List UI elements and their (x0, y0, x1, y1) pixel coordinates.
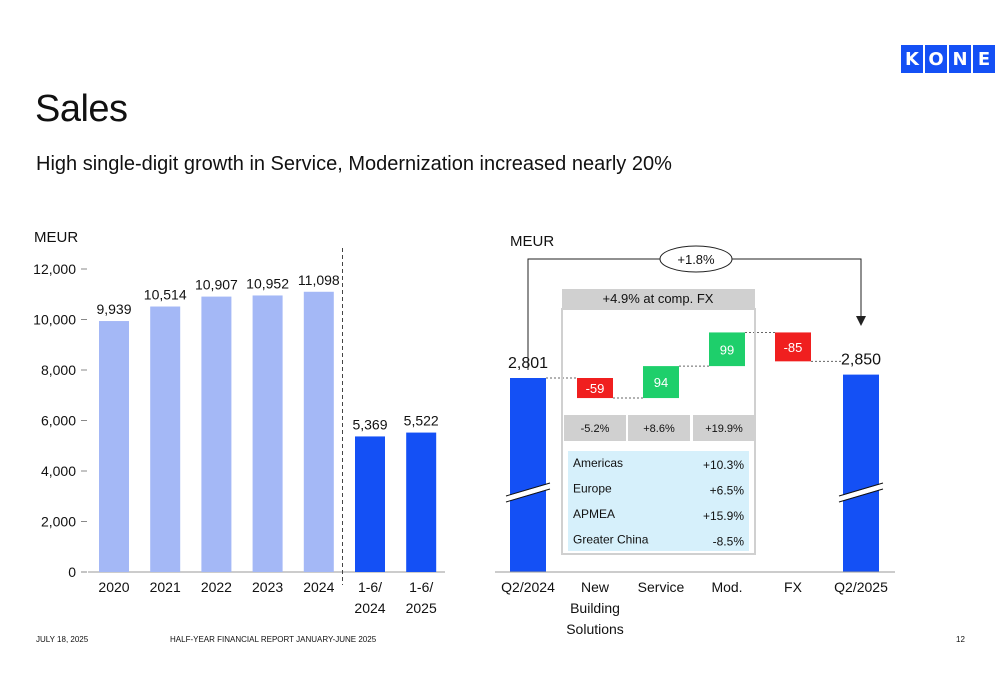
segment-growth-cell (693, 415, 755, 441)
bar-value-label: 5,522 (404, 413, 439, 429)
x-tick-label: 2024 (303, 579, 334, 595)
region-name: Americas (573, 456, 623, 470)
total-bar (510, 378, 546, 572)
page-subtitle: High single-digit growth in Service, Mod… (36, 153, 672, 175)
region-box (568, 451, 749, 551)
x-tick-label: 1-6/2024 (354, 579, 385, 616)
region-name: APMEA (573, 507, 615, 521)
bar (355, 436, 385, 572)
bar (150, 306, 181, 572)
logo-letter: O (925, 45, 947, 73)
x-tick-label: 2022 (201, 579, 232, 595)
y-tick-label: 10,000 (33, 312, 76, 328)
x-tick-label: Service (638, 579, 685, 595)
page-number: 12 (956, 635, 965, 644)
change-value-label: -85 (784, 340, 803, 355)
logo-letter: K (901, 45, 923, 73)
change-value-label: 99 (720, 342, 734, 357)
growth-bracket (527, 258, 660, 370)
change-bar (643, 366, 679, 399)
y-tick-label: 12,000 (33, 261, 76, 277)
segment-growth-cell (628, 415, 690, 441)
bar-value-label: 11,098 (298, 272, 340, 288)
y-tick-label: 8,000 (41, 362, 76, 378)
segment-growth-label: -5.2% (581, 423, 610, 435)
change-bar (775, 332, 811, 362)
change-value-label: 94 (654, 375, 668, 390)
region-growth: -8.5% (713, 535, 745, 549)
segment-growth-label: +19.9% (705, 423, 743, 435)
total-value-label: 2,850 (841, 352, 881, 369)
bar-value-label: 10,907 (195, 277, 238, 293)
growth-bubble (659, 245, 733, 273)
axis-break (838, 482, 884, 497)
logo-letter: E (973, 45, 995, 73)
axis-break (838, 483, 884, 502)
region-growth: +15.9% (703, 509, 744, 523)
comp-fx-label: +4.9% at comp. FX (603, 291, 714, 306)
region-growth: +10.3% (703, 458, 744, 472)
x-tick-label: 2023 (252, 579, 283, 595)
y-tick-label: 6,000 (41, 413, 76, 429)
bar-value-label: 5,369 (352, 416, 387, 432)
x-tick-label: 1-6/2025 (406, 579, 437, 616)
region-growth: +6.5% (710, 484, 745, 498)
bar-value-label: 10,952 (246, 275, 289, 291)
bar (303, 291, 334, 572)
axis-break (838, 488, 884, 503)
total-growth-label: +1.8% (677, 252, 715, 267)
region-name: Europe (573, 482, 612, 496)
x-tick-label: New Building Solutions (566, 579, 624, 637)
bar (406, 432, 437, 572)
y-tick-label: 4,000 (41, 463, 76, 479)
footer-report-title: HALF-YEAR FINANCIAL REPORT JANUARY-JUNE … (170, 635, 377, 644)
arrow-head-icon (856, 316, 866, 326)
comp-fx-header (562, 289, 755, 309)
y-axis-unit: MEUR (510, 233, 554, 250)
bar (252, 295, 283, 572)
kone-logo: K O N E (901, 45, 995, 73)
bar-value-label: 9,939 (96, 301, 131, 317)
footer-date: JULY 18, 2025 (36, 635, 89, 644)
logo-letter: N (949, 45, 971, 73)
axis-break (505, 488, 551, 503)
region-name: Greater China (573, 533, 649, 547)
axis-break (505, 482, 551, 497)
x-tick-label: Q2/2024 (501, 579, 555, 595)
axis-break (505, 483, 551, 502)
segment-growth-label: +8.6% (643, 423, 675, 435)
change-bar (577, 378, 613, 399)
bar (201, 296, 232, 572)
x-tick-label: Q2/2025 (834, 579, 888, 595)
segment-growth-cell (564, 415, 626, 441)
x-tick-label: 2021 (150, 579, 181, 595)
x-tick-label: FX (784, 579, 803, 595)
change-value-label: -59 (586, 381, 605, 396)
total-bar (843, 374, 879, 572)
bar-value-label: 10,514 (144, 287, 187, 303)
y-tick-label: 2,000 (41, 514, 76, 530)
x-tick-label: 2020 (98, 579, 129, 595)
growth-bracket (732, 258, 862, 318)
x-tick-label: Mod. (711, 579, 742, 595)
page-title: Sales (35, 88, 128, 130)
y-tick-label: 0 (68, 564, 76, 580)
y-axis-unit: MEUR (34, 229, 78, 246)
change-bar (709, 332, 745, 367)
bar (99, 321, 129, 572)
